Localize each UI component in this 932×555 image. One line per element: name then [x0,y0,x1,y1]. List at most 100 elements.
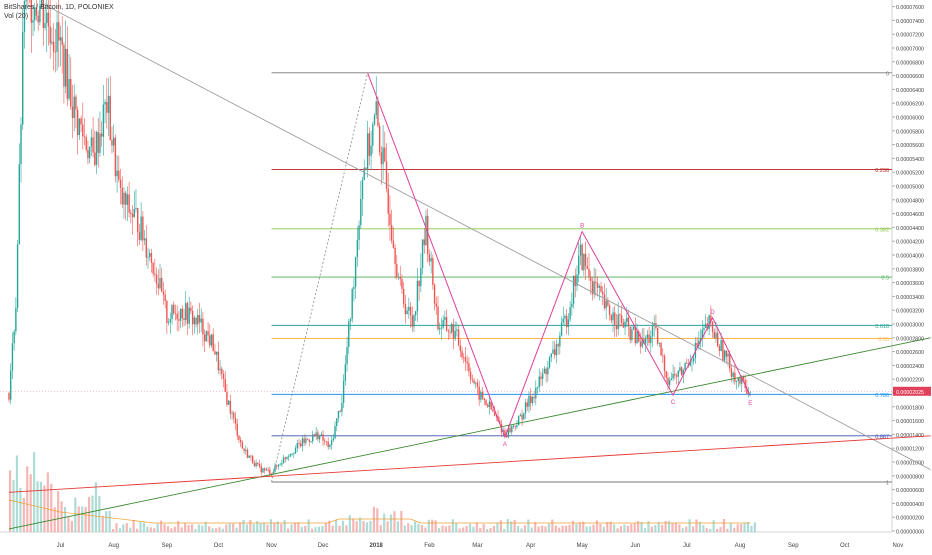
candle-body [284,457,286,459]
volume-bar [678,524,681,532]
candle-body [349,318,352,322]
candle-body [559,335,561,347]
candle-body [505,435,508,438]
candle [22,9,24,130]
volume-bar [43,485,46,532]
candle [337,410,340,423]
candle-body [329,444,331,447]
candle-body [179,308,182,321]
candle-body [167,322,170,324]
volume-bar [688,519,691,532]
candle-body [267,469,269,471]
volume-bar [551,519,554,532]
candle [675,372,678,385]
volume-bar [719,527,722,532]
candle [238,434,240,443]
volume-bar [729,523,732,532]
candle-body [73,96,75,119]
candle [215,351,218,362]
candle-body [449,331,451,333]
volume-bar [372,506,375,532]
candle [605,287,607,320]
volume-bar [60,501,63,532]
volume-bar [462,527,465,532]
candle-body [512,425,515,427]
candle-body [509,427,511,433]
volume-bar [448,525,451,532]
candle-body [159,277,161,289]
candle [698,331,700,351]
candle [523,412,525,420]
candle-body [219,368,221,371]
volume-bar [413,521,417,532]
candle-body [409,306,412,316]
candle-body [667,377,669,385]
candle-body [583,253,585,270]
candle-body [63,44,65,87]
candle [617,301,619,336]
volume-bar [201,525,204,532]
candle-body [485,400,487,405]
volume-bar [245,524,249,532]
candle-body [454,330,456,339]
candle [600,281,602,294]
candle-body [390,225,393,241]
volume-bar [558,527,561,532]
candle-body [535,387,537,399]
candle-body [360,198,362,226]
candle-body [107,95,110,113]
candle-body [195,317,197,325]
candle-body [173,304,175,314]
candle [198,302,201,334]
candle-body [71,106,74,119]
candle-body [413,315,415,327]
candle-body [277,464,280,467]
candle-body [123,192,125,205]
candle [557,342,559,355]
candle [560,316,563,337]
candle-body [414,311,417,316]
candle-body [517,415,520,426]
volume-bar [335,520,338,532]
candle-body [133,209,135,218]
candle-body [226,391,228,405]
candle [457,324,460,347]
candle-body [552,349,554,354]
candle-body [401,279,403,290]
candle-body [457,329,460,346]
volume-bar [317,526,321,532]
current-price-label: 0.00002025 [896,390,924,396]
candle-body [193,317,196,325]
candle-body [224,378,226,392]
volume-bar [740,524,743,532]
candle [104,99,106,124]
candle [250,454,252,461]
candle [593,267,595,299]
candle-body [481,391,484,399]
wave-label-d: D [710,310,715,316]
candle-body [203,334,206,342]
candle-body [337,410,340,419]
volume-bar [609,521,612,532]
volume-bar [297,522,300,532]
candle-body [312,434,314,442]
volume-bar [101,515,104,532]
candle [325,441,328,446]
volume-bar [386,521,389,532]
candle-body [46,12,48,24]
volume-ma-line [8,499,751,524]
candle [487,403,489,408]
candle-body [11,343,14,371]
candle [346,336,348,372]
candle [174,304,177,321]
volume-bar [438,528,441,532]
candle-body [76,109,79,136]
candle-body [378,126,381,153]
candle-body [567,319,570,328]
candle-body [241,442,244,449]
candle [221,366,223,380]
candle [401,274,403,294]
trendline-lower [8,337,931,530]
